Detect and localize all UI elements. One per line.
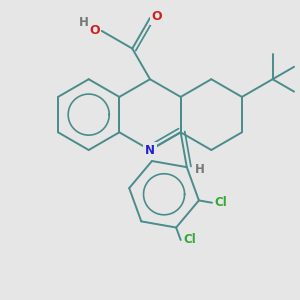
Text: Cl: Cl (214, 196, 227, 209)
Text: O: O (89, 24, 100, 37)
Text: H: H (195, 163, 205, 176)
Text: N: N (145, 143, 155, 157)
Text: Cl: Cl (183, 233, 196, 247)
Text: H: H (79, 16, 88, 29)
Text: O: O (151, 10, 162, 23)
